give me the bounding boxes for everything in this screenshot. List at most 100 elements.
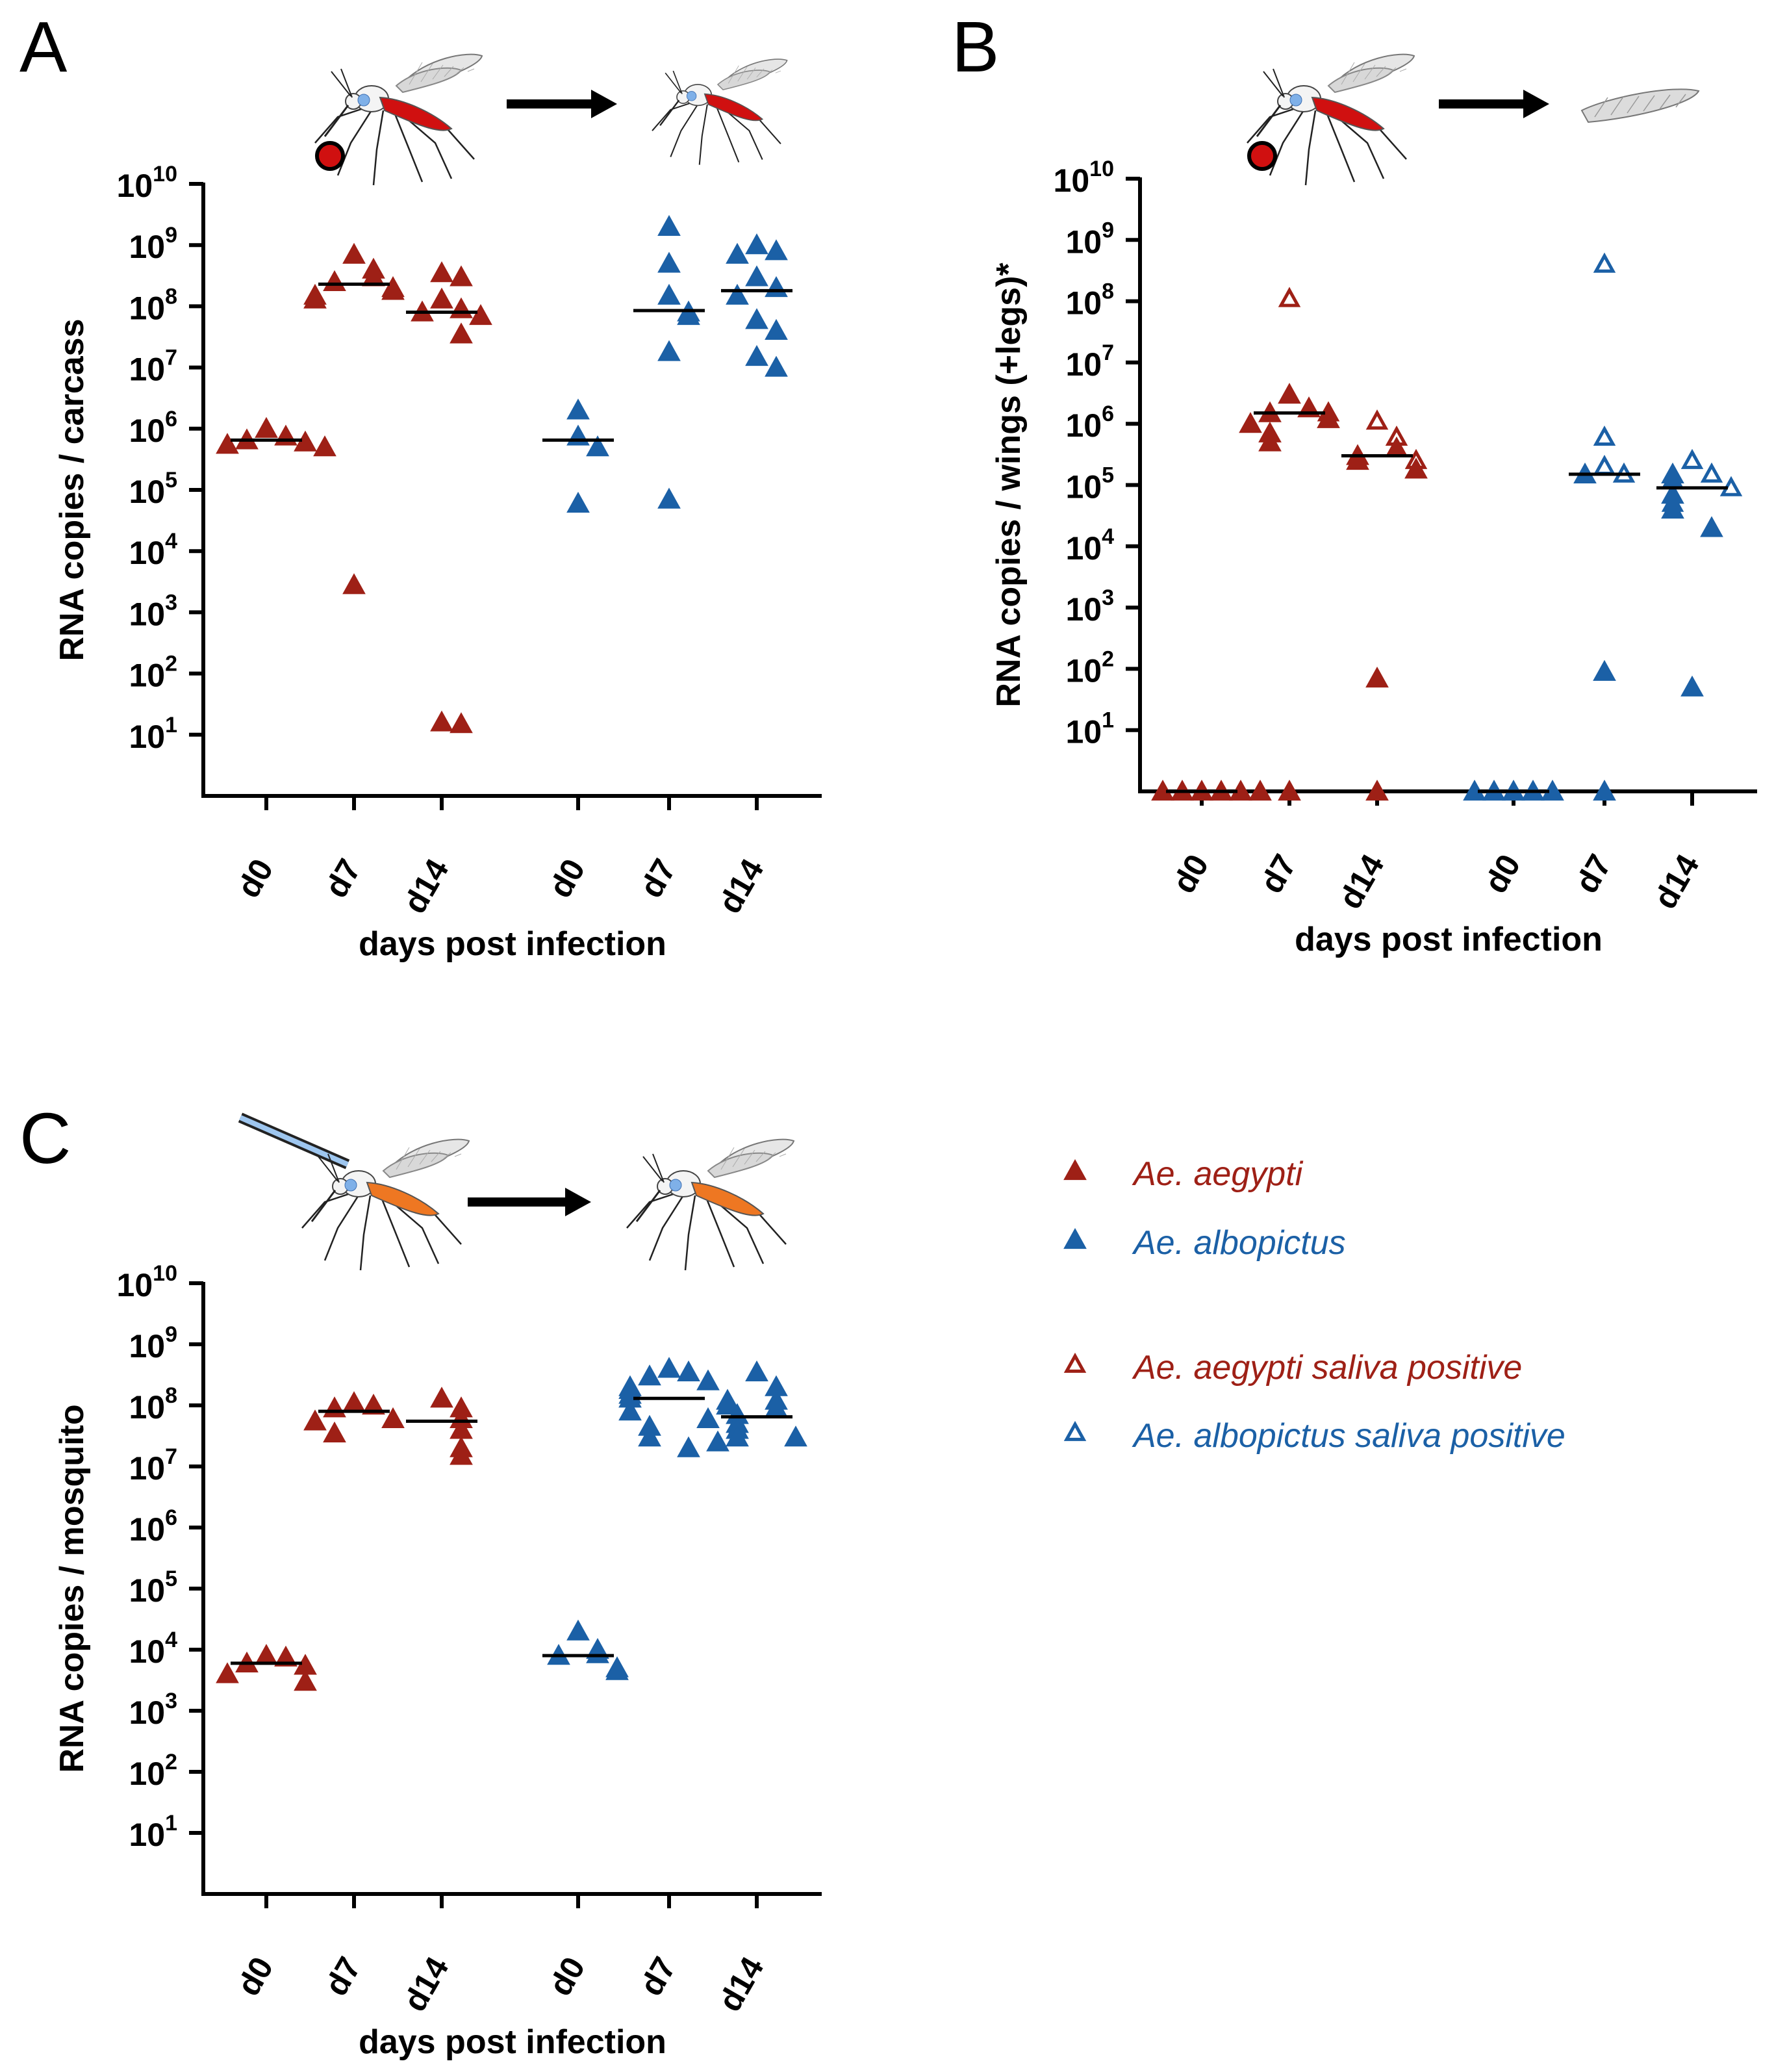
y-tick-label: 107 bbox=[129, 346, 177, 388]
y-tick-exponent: 9 bbox=[1102, 218, 1114, 242]
y-tick-exponent: 3 bbox=[1102, 585, 1114, 610]
y-tick-exponent: 3 bbox=[165, 1689, 177, 1713]
data-point bbox=[274, 424, 298, 446]
y-tick-base: 10 bbox=[1065, 346, 1102, 383]
mosquito-abdomen bbox=[379, 96, 453, 131]
x-tick-label: d7 bbox=[318, 853, 368, 904]
data-point bbox=[784, 1426, 807, 1447]
y-tick-base: 10 bbox=[129, 352, 165, 388]
y-tick-base: 10 bbox=[1065, 469, 1102, 505]
mosquito-proboscis bbox=[1256, 105, 1282, 137]
wing-vein bbox=[737, 66, 748, 82]
y-tick-label: 101 bbox=[129, 1811, 177, 1853]
data-point bbox=[342, 242, 366, 264]
x-axis-title: days post infection bbox=[359, 2023, 666, 2061]
wing-vein bbox=[728, 65, 739, 84]
data-point bbox=[726, 242, 749, 264]
legend-filled-triangle-icon bbox=[1063, 1158, 1087, 1181]
wing-vein bbox=[732, 1148, 745, 1168]
mosquito-gland bbox=[357, 94, 370, 107]
data-point bbox=[362, 265, 385, 287]
data-point bbox=[657, 251, 681, 273]
mosquito-carcass-icon bbox=[652, 58, 788, 165]
y-tick-exponent: 3 bbox=[165, 590, 177, 615]
blood-drop-icon bbox=[315, 141, 345, 171]
y-tick-exponent: 2 bbox=[1102, 646, 1114, 671]
y-tick-label: 105 bbox=[129, 468, 177, 510]
data-point bbox=[765, 318, 788, 340]
legend-open-triangle-icon bbox=[1063, 1352, 1087, 1373]
wing-vein bbox=[1610, 96, 1624, 116]
mosquito-proboscis bbox=[323, 105, 349, 137]
data-point bbox=[274, 1645, 298, 1667]
y-tick-base: 10 bbox=[129, 413, 165, 449]
y-tick-exponent: 6 bbox=[165, 407, 177, 431]
data-point bbox=[1593, 659, 1616, 681]
y-tick-base: 10 bbox=[129, 290, 165, 326]
wing-vein bbox=[1364, 64, 1376, 80]
data-point bbox=[566, 424, 590, 446]
y-tick-base: 10 bbox=[1054, 162, 1090, 199]
needle-fill bbox=[239, 1115, 349, 1167]
data-point bbox=[657, 487, 681, 509]
y-tick-label: 109 bbox=[129, 1322, 177, 1364]
y-tick-exponent: 4 bbox=[165, 529, 177, 554]
mosquito-gland bbox=[1289, 94, 1302, 107]
x-tick-label: d7 bbox=[1568, 849, 1619, 900]
x-tick-label: d0 bbox=[230, 853, 281, 904]
data-point bbox=[618, 1400, 642, 1421]
data-point bbox=[450, 322, 473, 344]
wing-vein bbox=[419, 1149, 431, 1165]
y-tick-label: 107 bbox=[129, 1444, 177, 1487]
mosquito-leg bbox=[392, 109, 424, 183]
y-tick-base: 10 bbox=[1065, 591, 1102, 628]
data-point bbox=[381, 279, 405, 300]
y-tick-exponent: 10 bbox=[153, 162, 177, 186]
y-tick-label: 103 bbox=[1065, 585, 1114, 628]
y-tick-exponent: 10 bbox=[1089, 157, 1114, 181]
y-tick-base: 10 bbox=[129, 719, 165, 755]
y-tick-label: 103 bbox=[129, 1689, 177, 1731]
process-arrow-head bbox=[591, 90, 617, 118]
data-point bbox=[342, 1391, 366, 1413]
wing-vein bbox=[1659, 94, 1671, 110]
data-point bbox=[255, 1644, 278, 1665]
x-tick-label: d0 bbox=[230, 1951, 281, 2002]
y-tick-base: 10 bbox=[1065, 285, 1102, 322]
data-point bbox=[1248, 779, 1272, 801]
data-point bbox=[450, 1444, 473, 1465]
mosquito-leg bbox=[379, 1194, 411, 1268]
data-point bbox=[362, 1393, 385, 1415]
mosquito-abdomen bbox=[366, 1181, 440, 1216]
data-point bbox=[430, 261, 453, 283]
data-point bbox=[1680, 675, 1704, 697]
data-point bbox=[638, 1426, 661, 1447]
y-tick-base: 10 bbox=[129, 474, 165, 510]
y-tick-label: 106 bbox=[129, 407, 177, 449]
y-tick-label: 105 bbox=[129, 1567, 177, 1609]
wing-icon bbox=[1580, 88, 1700, 123]
y-tick-base: 10 bbox=[129, 658, 165, 694]
y-tick-exponent: 1 bbox=[165, 1811, 177, 1835]
data-point bbox=[1680, 448, 1704, 469]
data-point bbox=[706, 1430, 729, 1452]
y-tick-label: 109 bbox=[129, 223, 177, 265]
mosquito-leg bbox=[703, 1194, 735, 1268]
wing-vein bbox=[444, 66, 454, 77]
y-tick-base: 10 bbox=[129, 1572, 165, 1609]
wing-vein bbox=[755, 1151, 766, 1162]
mosquito-leg bbox=[359, 1195, 372, 1271]
y-axis-title: RNA copies / wings (+legs)* bbox=[990, 262, 1028, 708]
y-tick-exponent: 10 bbox=[153, 1261, 177, 1286]
mosquito-leg bbox=[684, 1195, 696, 1271]
data-point bbox=[430, 1387, 453, 1408]
data-point bbox=[1700, 462, 1723, 483]
mosquito-gland bbox=[686, 91, 697, 101]
y-tick-base: 10 bbox=[1065, 530, 1102, 567]
data-point bbox=[745, 344, 768, 366]
mosquito-proboscis bbox=[659, 99, 680, 126]
y-tick-exponent: 2 bbox=[165, 1750, 177, 1774]
y-tick-exponent: 2 bbox=[165, 652, 177, 676]
data-point bbox=[323, 1421, 346, 1442]
